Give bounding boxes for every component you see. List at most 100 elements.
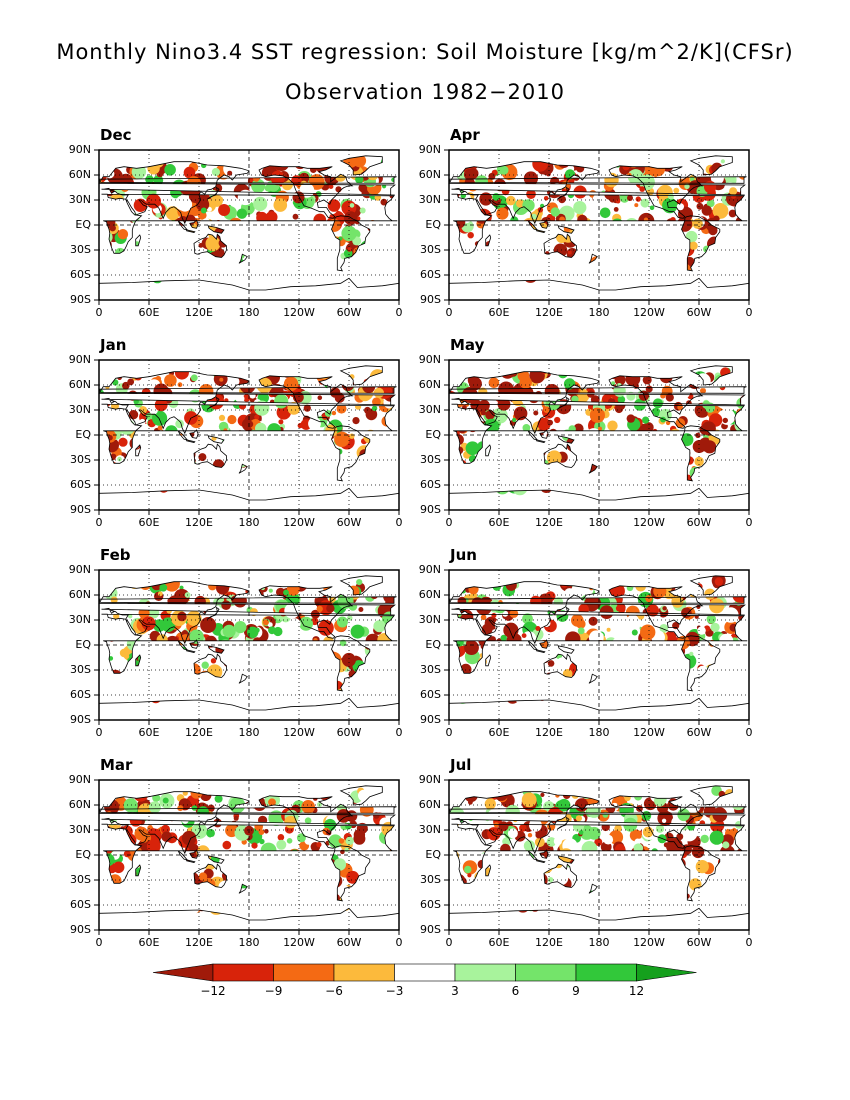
anomaly-blob [156,688,166,698]
anomaly-blob [467,873,472,878]
anomaly-blob [109,224,116,232]
lon-tick-label: 0 [95,306,103,319]
lon-tick-label: 120W [283,306,315,319]
lat-tick-label: 60S [70,688,91,701]
anomaly-blob [262,619,269,626]
anomaly-blob [478,399,490,412]
anomaly-blob [571,791,579,799]
anomaly-blob [349,433,355,439]
anomaly-blob [617,461,622,466]
anomaly-blob [689,241,698,250]
anomaly-blob [359,207,366,214]
lon-tick-label: 60E [138,726,160,739]
anomaly-blob [682,690,690,699]
anomaly-blob [735,215,748,229]
anomaly-blob [305,871,317,883]
anomaly-blob [480,251,491,262]
coastline [193,443,227,468]
anomaly-blob [722,841,730,849]
anomaly-blob [634,891,647,904]
anomaly-blob [559,216,565,223]
anomaly-blob [526,236,541,251]
anomaly-blob [615,442,625,451]
anomaly-blob [189,629,204,644]
anomaly-blob [582,662,596,676]
anomaly-blob [150,900,159,908]
lat-tick-label: 90S [420,293,441,306]
anomaly-blob [704,180,717,194]
anomaly-blob [689,878,702,891]
anomaly-blob [452,577,460,585]
anomaly-blob [553,478,559,485]
anomaly-blob [358,789,370,802]
anomaly-blob [715,877,726,888]
anomaly-blob [99,682,108,691]
anomaly-blob [649,647,660,658]
anomaly-blob [670,691,681,701]
anomaly-blob [663,575,677,588]
anomaly-blob [321,261,333,273]
anomaly-blob [512,262,517,267]
anomaly-blob [550,207,560,217]
anomaly-blob [622,689,636,702]
anomaly-field [449,155,749,283]
anomaly-blob [355,175,364,184]
anomaly-blob [252,454,263,465]
anomaly-blob [655,671,668,684]
anomaly-blob [354,693,359,698]
anomaly-blob [331,577,337,583]
anomaly-blob [629,651,641,663]
anomaly-blob [728,441,743,456]
anomaly-blob [251,853,261,863]
anomaly-blob [631,873,641,883]
lat-tick-label: 60S [70,268,91,281]
anomaly-blob [256,856,265,865]
coastline [331,635,371,692]
lon-tick-label: 120W [633,936,665,949]
anomaly-blob [600,465,613,478]
anomaly-blob [468,584,479,595]
anomaly-blob [528,814,535,820]
anomaly-blob [99,684,113,700]
coastline [177,850,189,861]
anomaly-blob [703,440,717,454]
anomaly-blob [500,476,505,481]
anomaly-blob [162,797,169,804]
anomaly-blob [161,831,172,842]
lat-tick-label: 90S [70,923,91,936]
anomaly-blob [385,674,399,688]
anomaly-blob [497,683,514,700]
colorbar-level-label: −6 [325,984,343,998]
anomaly-blob [483,883,496,895]
anomaly-blob [333,858,347,871]
anomaly-blob [646,888,660,902]
anomaly-blob [618,235,628,246]
anomaly-blob [694,456,704,467]
anomaly-blob [226,393,232,399]
anomaly-blob [200,617,217,633]
anomaly-blob [159,454,170,465]
colorbar-segment [515,963,577,982]
anomaly-blob [166,608,172,614]
anomaly-blob [319,236,332,250]
lon-tick-label: 0 [745,936,753,949]
coastline [448,487,750,511]
anomaly-blob [236,875,251,889]
coastline [588,673,598,684]
anomaly-blob [99,792,107,806]
anomaly-blob [489,883,506,900]
anomaly-blob [326,155,340,168]
lat-tick-label: 90N [418,143,441,156]
lon-tick-label: 60W [336,726,362,739]
anomaly-blob [315,685,331,701]
anomaly-blob [581,459,597,475]
anomaly-blob [165,425,178,438]
anomaly-blob [488,435,498,444]
anomaly-blob [263,270,275,282]
anomaly-blob [554,158,566,170]
anomaly-blob [108,874,122,888]
anomaly-blob [526,902,536,912]
anomaly-blob [379,664,396,680]
anomaly-blob [722,586,732,595]
anomaly-blob [538,183,549,194]
